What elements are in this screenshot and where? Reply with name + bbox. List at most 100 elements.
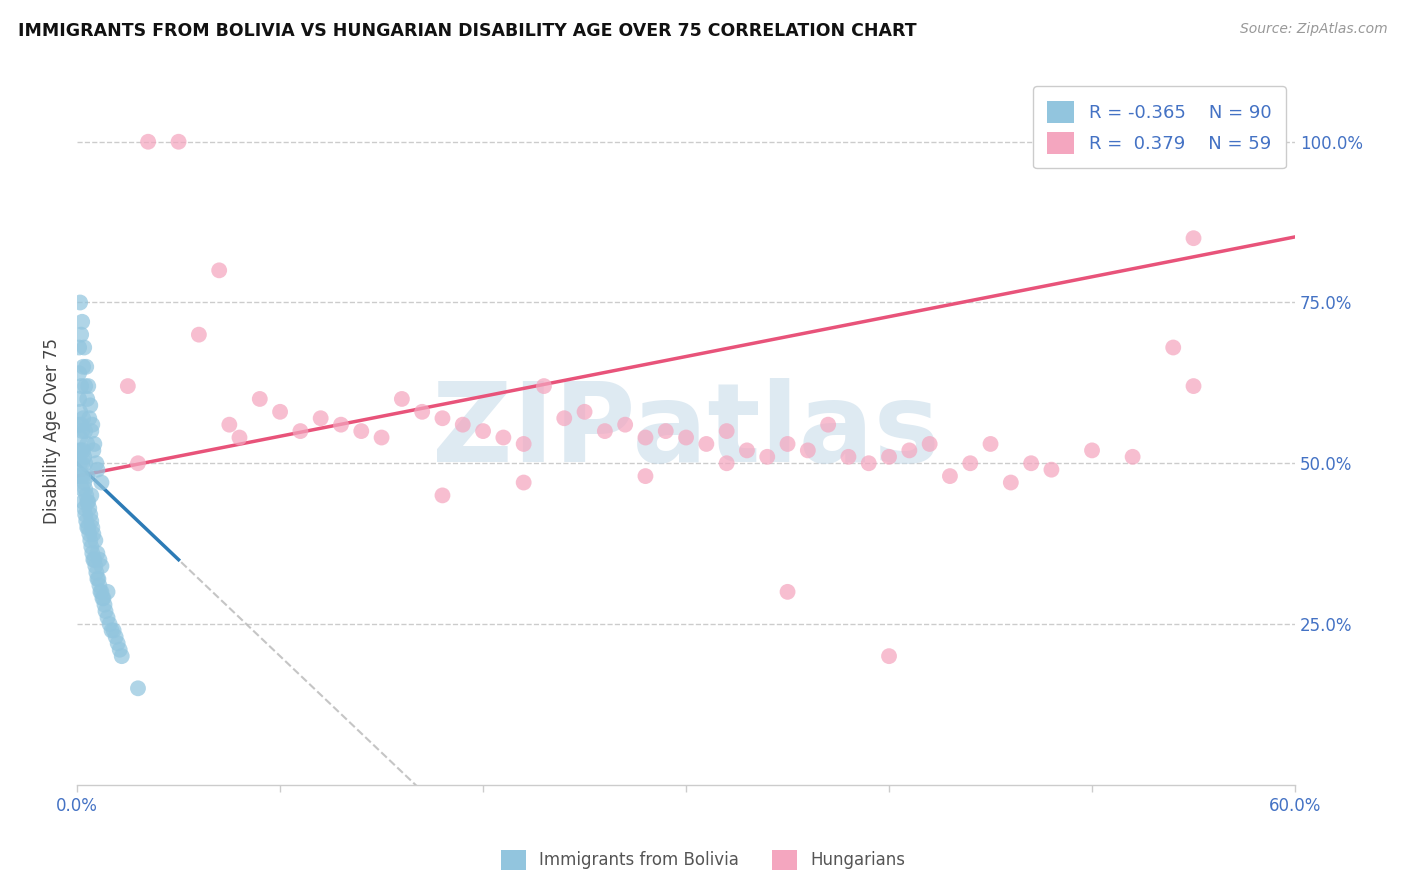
- Point: [614, 417, 637, 432]
- Point: [70, 469, 93, 483]
- Point: [86, 463, 108, 477]
- Point: [93, 591, 115, 606]
- Point: [1182, 379, 1205, 393]
- Point: [512, 437, 534, 451]
- Point: [75, 508, 97, 522]
- Point: [75, 514, 97, 528]
- Point: [80, 514, 103, 528]
- Point: [86, 566, 108, 580]
- Point: [817, 417, 839, 432]
- Point: [76, 520, 98, 534]
- Point: [776, 585, 799, 599]
- Point: [83, 552, 105, 566]
- Point: [89, 578, 111, 592]
- Point: [634, 469, 657, 483]
- Point: [77, 379, 100, 393]
- Point: [79, 398, 101, 412]
- Point: [797, 443, 820, 458]
- Point: [111, 649, 134, 664]
- Point: [70, 482, 93, 496]
- Point: [136, 135, 159, 149]
- Point: [735, 443, 758, 458]
- Point: [90, 585, 112, 599]
- Point: [228, 431, 250, 445]
- Point: [70, 443, 93, 458]
- Point: [533, 379, 555, 393]
- Point: [79, 533, 101, 548]
- Point: [69, 456, 91, 470]
- Point: [1122, 450, 1144, 464]
- Point: [94, 604, 117, 618]
- Point: [939, 469, 962, 483]
- Point: [77, 527, 100, 541]
- Point: [980, 437, 1002, 451]
- Point: [290, 424, 312, 438]
- Point: [72, 411, 94, 425]
- Point: [86, 572, 108, 586]
- Point: [451, 417, 474, 432]
- Point: [1161, 341, 1184, 355]
- Text: ZIPatlas: ZIPatlas: [432, 377, 941, 484]
- Point: [553, 411, 575, 425]
- Point: [89, 585, 111, 599]
- Point: [1182, 231, 1205, 245]
- Point: [877, 450, 900, 464]
- Y-axis label: Disability Age Over 75: Disability Age Over 75: [44, 338, 60, 524]
- Point: [70, 315, 93, 329]
- Point: [86, 546, 108, 560]
- Point: [90, 559, 112, 574]
- Text: Source: ZipAtlas.com: Source: ZipAtlas.com: [1240, 22, 1388, 37]
- Point: [837, 450, 859, 464]
- Point: [67, 443, 90, 458]
- Point: [117, 379, 139, 393]
- Point: [70, 417, 93, 432]
- Point: [593, 424, 616, 438]
- Point: [70, 379, 93, 393]
- Point: [70, 424, 93, 438]
- Point: [127, 681, 149, 696]
- Point: [80, 424, 103, 438]
- Point: [249, 392, 271, 406]
- Point: [73, 341, 96, 355]
- Point: [69, 295, 91, 310]
- Point: [82, 552, 104, 566]
- Point: [80, 488, 103, 502]
- Point: [512, 475, 534, 490]
- Point: [77, 411, 100, 425]
- Point: [80, 540, 103, 554]
- Point: [84, 559, 107, 574]
- Point: [104, 630, 127, 644]
- Point: [77, 495, 100, 509]
- Point: [87, 572, 110, 586]
- Point: [67, 469, 90, 483]
- Point: [76, 392, 98, 406]
- Point: [73, 450, 96, 464]
- Point: [108, 642, 131, 657]
- Point: [695, 437, 717, 451]
- Point: [84, 533, 107, 548]
- Point: [716, 456, 738, 470]
- Point: [776, 437, 799, 451]
- Point: [208, 263, 231, 277]
- Point: [70, 456, 93, 470]
- Point: [82, 520, 104, 534]
- Point: [1040, 463, 1063, 477]
- Point: [75, 359, 97, 374]
- Point: [127, 456, 149, 470]
- Point: [350, 424, 373, 438]
- Point: [411, 405, 433, 419]
- Point: [858, 456, 880, 470]
- Point: [756, 450, 779, 464]
- Point: [72, 359, 94, 374]
- Point: [82, 417, 104, 432]
- Point: [218, 417, 240, 432]
- Point: [79, 508, 101, 522]
- Point: [432, 488, 454, 502]
- Point: [96, 610, 118, 624]
- Point: [67, 341, 90, 355]
- Text: IMMIGRANTS FROM BOLIVIA VS HUNGARIAN DISABILITY AGE OVER 75 CORRELATION CHART: IMMIGRANTS FROM BOLIVIA VS HUNGARIAN DIS…: [18, 22, 917, 40]
- Point: [75, 379, 97, 393]
- Point: [82, 546, 104, 560]
- Point: [391, 392, 413, 406]
- Point: [1000, 475, 1022, 490]
